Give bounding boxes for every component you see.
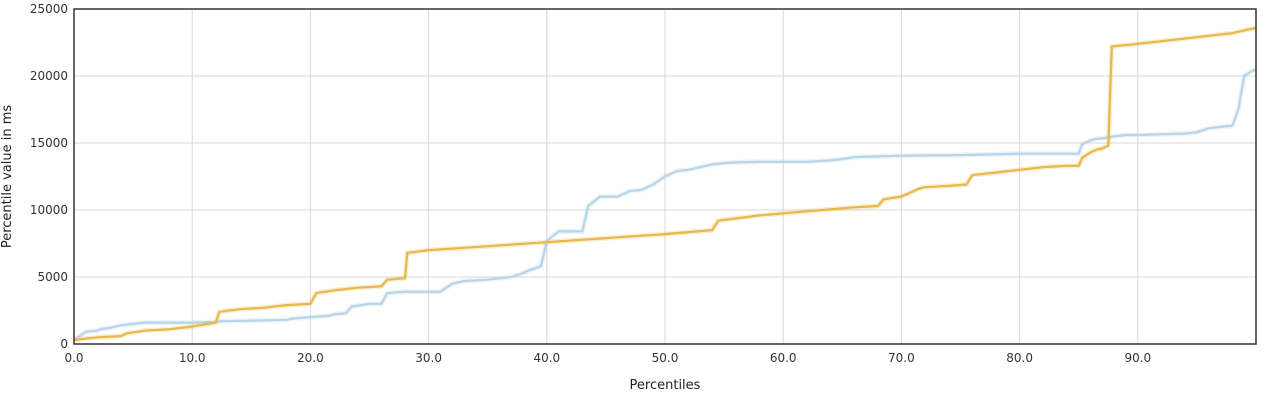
y-tick-label: 15000 [30,136,68,150]
x-tick-label: 70.0 [888,351,915,365]
plot-frame [73,8,1257,345]
x-tick-label: 30.0 [415,351,442,365]
series-1-line [73,68,1257,341]
x-tick-label: 20.0 [297,351,324,365]
x-tick-label: 90.0 [1124,351,1151,365]
x-tick-label: 40.0 [533,351,560,365]
x-tick-label: 80.0 [1006,351,1033,365]
y-tick-label: 20000 [30,69,68,83]
x-axis: 0.0 10.0 20.0 30.0 40.0 50.0 60.0 70.0 80.0 90.0 [64,351,1151,365]
series-layer [72,25,1258,343]
y-tick-label: 10000 [30,203,68,217]
series-2-line [73,26,1257,342]
x-tick-label: 10.0 [179,351,206,365]
y-tick-label: 0 [60,337,68,351]
y-tick-label: 25000 [30,2,68,16]
x-tick-label: 0.0 [64,351,83,365]
x-tick-label: 60.0 [770,351,797,365]
x-axis-title: Percentiles [630,378,701,393]
x-tick-label: 50.0 [652,351,679,365]
y-axis: 0 5000 10000 15000 20000 25000 [30,2,68,351]
y-axis-title: Percentile value in ms [0,105,15,249]
y-tick-label: 5000 [37,270,68,284]
